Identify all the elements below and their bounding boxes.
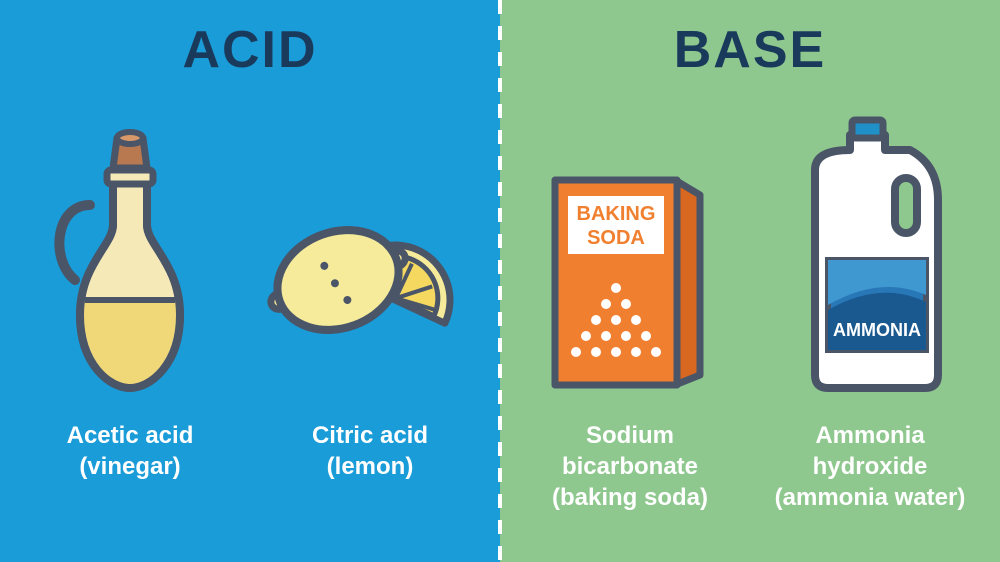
- bs-label-line3: (baking soda): [552, 484, 708, 511]
- baking-soda-label: Sodium bicarbonate (baking soda): [552, 420, 708, 514]
- lemon-label-line1: Citric acid: [312, 422, 428, 449]
- ammonia-bottle-text: AMMONIA: [833, 320, 921, 340]
- panel-divider: [498, 0, 502, 562]
- vinegar-label: Acetic acid (vinegar): [67, 420, 194, 482]
- am-label-line1: Ammonia: [815, 422, 924, 449]
- acid-title: ACID: [182, 20, 317, 80]
- acid-items-row: Acetic acid (vinegar): [10, 110, 490, 542]
- ammonia-icon: AMMONIA: [770, 110, 970, 400]
- box-label-line2: SODA: [587, 227, 645, 249]
- base-panel: BASE BAKING SODA: [500, 0, 1000, 562]
- acid-panel: ACID: [0, 0, 500, 562]
- item-lemon: Citric acid (lemon): [250, 110, 490, 482]
- ammonia-label: Ammonia hydroxide (ammonia water): [775, 420, 966, 514]
- base-items-row: BAKING SODA Sodium bicar: [510, 110, 990, 542]
- item-baking-soda: BAKING SODA Sodium bicar: [510, 110, 750, 514]
- lemon-label-line2: (lemon): [327, 453, 414, 480]
- bs-label-line1: Sodium: [586, 422, 674, 449]
- box-label-line1: BAKING: [577, 203, 656, 225]
- item-ammonia: AMMONIA Ammonia hydroxide (ammonia water…: [750, 110, 990, 514]
- item-vinegar: Acetic acid (vinegar): [10, 110, 250, 482]
- vinegar-label-line2: (vinegar): [79, 453, 180, 480]
- bs-label-line2: bicarbonate: [562, 453, 698, 480]
- lemon-icon: [260, 110, 480, 400]
- base-title: BASE: [674, 20, 826, 80]
- baking-soda-icon: BAKING SODA: [530, 110, 730, 400]
- vinegar-icon: [35, 110, 225, 400]
- am-label-line2: hydroxide: [813, 453, 928, 480]
- am-label-line3: (ammonia water): [775, 484, 966, 511]
- vinegar-label-line1: Acetic acid: [67, 422, 194, 449]
- lemon-label: Citric acid (lemon): [312, 420, 428, 482]
